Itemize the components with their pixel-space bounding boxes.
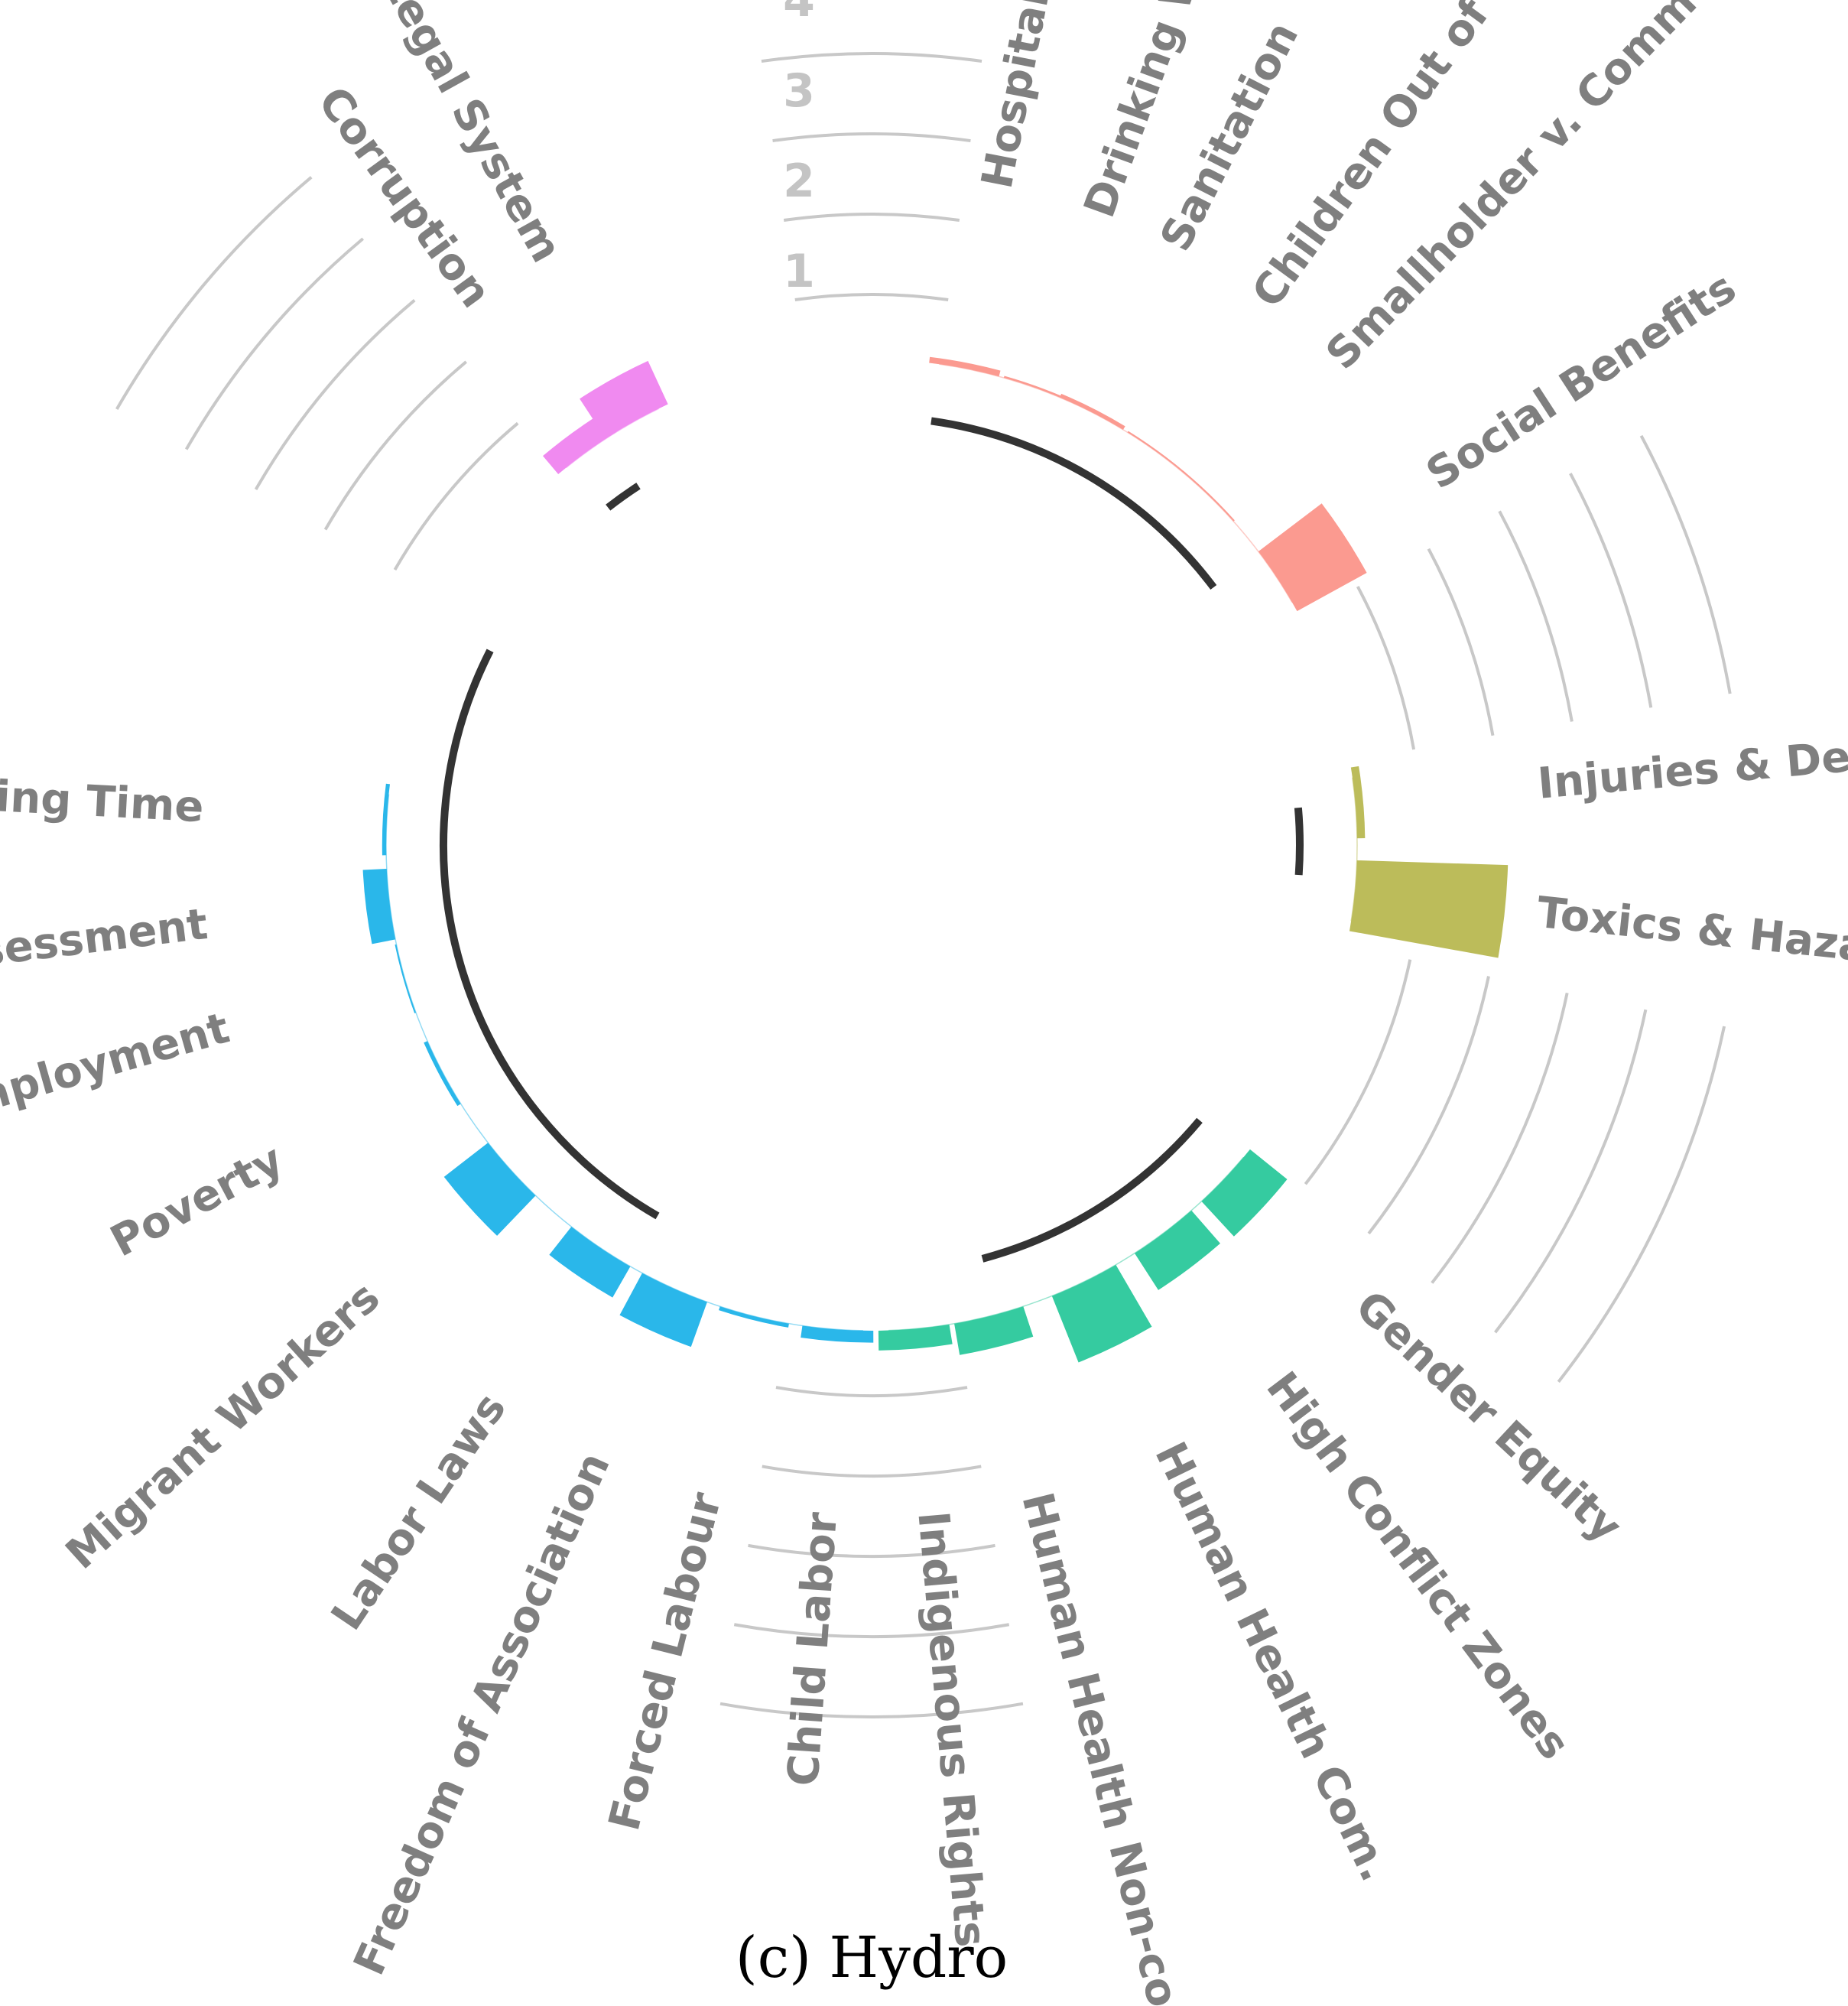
bar (580, 360, 668, 439)
bar (382, 783, 391, 856)
group-arc (981, 1117, 1203, 1263)
scale-guide-arc (1498, 510, 1574, 722)
bar (542, 411, 616, 474)
scale-guide-arc (184, 237, 365, 450)
category-label: Smallholder v. Commercial Farms (1317, 0, 1848, 379)
bar (1127, 431, 1187, 474)
category-label: Working Time (0, 766, 205, 833)
bar (954, 1306, 1034, 1355)
category-label: Unemployment (0, 1003, 235, 1152)
bar (1060, 393, 1125, 430)
scale-guide-arc (1356, 586, 1416, 750)
scale-guide-arc (393, 421, 519, 571)
bar (619, 1273, 707, 1348)
scale-guide-arc (1639, 434, 1732, 694)
scale-guide-arc (761, 52, 982, 63)
scale-guide-arc (1304, 959, 1412, 1185)
category-label: Social Benefits (1418, 263, 1745, 499)
scale-guide-arc (254, 299, 416, 491)
group-arc (606, 483, 641, 511)
group-arc (1294, 807, 1304, 876)
scale-guide-arc (733, 1623, 1010, 1639)
bar (362, 869, 396, 944)
scale-guide-arc (783, 213, 960, 223)
bar (443, 1143, 536, 1236)
scale-guide-arc (1557, 1026, 1726, 1383)
group-baseline (888, 1156, 1245, 1331)
scale-guide-arc (1431, 992, 1569, 1284)
scale-guide-arc (1494, 1009, 1648, 1334)
category-label: Toxics & Hazards (1535, 888, 1848, 980)
group-arc (440, 649, 660, 1220)
bar (395, 944, 417, 1013)
scale-guide-arc (1427, 548, 1495, 736)
category-label: Poverty (102, 1135, 291, 1266)
scale-tick-label: 2 (783, 154, 815, 208)
bar (1350, 766, 1366, 839)
category-label: Wage Assessment (0, 899, 210, 1002)
bar (1349, 860, 1509, 958)
scale-guide-arc (748, 1543, 995, 1558)
group-baseline (385, 794, 863, 1331)
bar (1134, 1210, 1220, 1290)
chart-caption: (c) Hydro (736, 1925, 1008, 1991)
bar (878, 1324, 953, 1351)
scale-guide-arc (115, 176, 313, 411)
scale-guide-arc (1367, 976, 1490, 1235)
group-arc (930, 417, 1217, 590)
category-label: Injuries & Deaths (1536, 723, 1848, 809)
bar (1182, 470, 1235, 522)
scale-guide-arc (775, 1386, 968, 1397)
scale-guide-arc (794, 293, 949, 301)
category-label: Forced Labour (599, 1487, 732, 1835)
bar (1258, 503, 1367, 612)
bar (1051, 1264, 1152, 1363)
category-label: Hospital Beds (973, 0, 1085, 193)
category-label: Human Health Non-com. (1012, 1487, 1202, 2006)
scale-guide-arc (1569, 473, 1653, 708)
scale-tick-label: 3 (783, 64, 815, 118)
scale-guide-arc (323, 360, 467, 531)
bar (801, 1325, 874, 1343)
category-label: Indigenous Rights (908, 1510, 995, 1949)
scale-guide-arc (762, 1465, 982, 1478)
bar (1003, 376, 1072, 402)
bar (719, 1306, 789, 1328)
bar (1201, 1149, 1288, 1237)
scale-tick-label: 1 (783, 245, 815, 298)
group-baseline (939, 363, 1293, 603)
bar (549, 1227, 631, 1298)
bar (424, 1041, 461, 1107)
scale-guide-arc (719, 1702, 1024, 1718)
scale-guide-arc (772, 132, 971, 143)
group-baseline (565, 408, 659, 469)
category-label: Migrant Workers (57, 1273, 389, 1579)
bar (929, 356, 1001, 377)
group-baseline (1350, 777, 1358, 922)
scale-tick-label: 4 (783, 0, 815, 28)
category-label: Labor Laws (322, 1384, 516, 1639)
